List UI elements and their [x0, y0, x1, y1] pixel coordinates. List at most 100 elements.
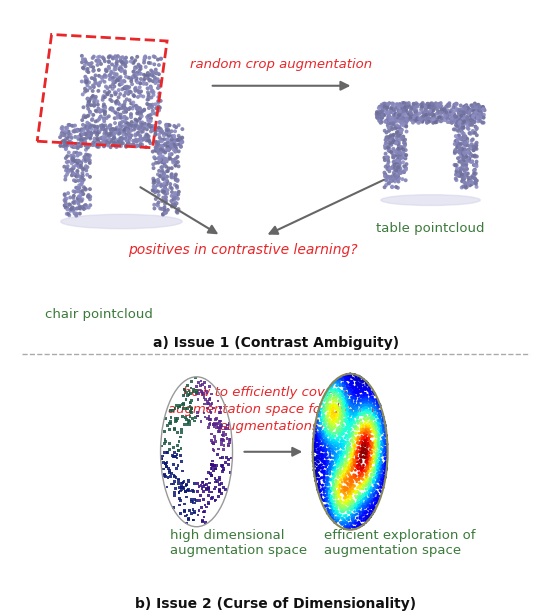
Point	[134, 135, 143, 145]
Point	[334, 435, 343, 445]
Point	[353, 483, 362, 493]
Point	[354, 519, 363, 529]
Point	[312, 431, 321, 440]
Point	[169, 195, 178, 205]
Point	[343, 383, 352, 393]
Point	[329, 506, 338, 516]
Point	[358, 392, 367, 402]
Point	[465, 180, 474, 190]
Point	[314, 451, 323, 461]
Point	[338, 482, 347, 492]
Point	[361, 453, 370, 463]
Point	[112, 99, 121, 108]
Point	[423, 114, 432, 124]
Point	[461, 132, 470, 142]
Point	[341, 422, 350, 432]
Point	[442, 108, 451, 118]
Point	[156, 103, 164, 113]
Point	[326, 506, 335, 516]
Point	[146, 75, 155, 84]
Point	[125, 133, 134, 143]
Point	[325, 452, 334, 461]
Point	[380, 168, 389, 177]
Point	[219, 435, 227, 445]
Point	[385, 136, 394, 145]
Point	[314, 484, 322, 494]
Point	[188, 495, 197, 505]
Point	[71, 121, 79, 131]
Point	[420, 100, 429, 110]
Point	[394, 171, 402, 180]
Point	[425, 113, 434, 123]
Point	[466, 152, 475, 162]
Point	[81, 57, 90, 67]
Point	[357, 492, 366, 501]
Point	[136, 118, 145, 128]
Point	[329, 436, 338, 445]
Point	[315, 427, 324, 437]
Point	[342, 391, 351, 401]
Point	[345, 373, 354, 383]
Point	[458, 169, 466, 179]
Point	[402, 118, 411, 128]
Point	[377, 444, 386, 453]
Point	[359, 380, 368, 390]
Point	[460, 116, 469, 126]
Point	[379, 425, 388, 435]
Point	[322, 415, 331, 424]
Point	[374, 431, 383, 441]
Point	[200, 480, 209, 490]
Point	[373, 401, 382, 411]
Point	[104, 140, 113, 150]
Point	[367, 416, 376, 426]
Point	[170, 136, 179, 145]
Point	[132, 103, 141, 113]
Point	[202, 484, 211, 493]
Point	[371, 454, 380, 464]
Point	[59, 137, 68, 147]
Point	[454, 142, 463, 152]
Point	[448, 110, 457, 120]
Point	[215, 485, 224, 495]
Point	[69, 193, 78, 203]
Point	[454, 171, 463, 180]
Point	[91, 79, 99, 89]
Point	[325, 467, 334, 477]
Point	[358, 470, 367, 480]
Point	[428, 110, 437, 120]
Point	[320, 431, 328, 441]
Point	[322, 434, 331, 444]
Point	[325, 440, 334, 450]
Point	[375, 409, 384, 419]
Point	[93, 123, 102, 133]
Point	[374, 434, 383, 444]
Point	[131, 123, 140, 133]
Point	[201, 517, 210, 527]
Point	[372, 487, 381, 497]
Point	[176, 493, 184, 503]
Point	[380, 442, 389, 452]
Point	[326, 493, 335, 503]
Point	[479, 113, 488, 123]
Point	[190, 494, 199, 504]
Point	[341, 511, 349, 521]
Point	[370, 493, 379, 503]
Point	[87, 128, 95, 138]
Point	[310, 446, 319, 456]
Point	[362, 424, 370, 434]
Point	[371, 495, 380, 505]
Point	[465, 128, 474, 138]
Point	[71, 156, 80, 166]
Point	[340, 424, 349, 434]
Point	[337, 389, 346, 399]
Point	[327, 459, 336, 469]
Point	[355, 375, 364, 384]
Point	[347, 398, 355, 408]
Point	[135, 83, 144, 92]
Point	[95, 128, 104, 137]
Point	[344, 400, 353, 410]
Point	[156, 144, 165, 154]
Point	[71, 197, 79, 206]
Point	[378, 426, 386, 436]
Point	[470, 151, 479, 161]
